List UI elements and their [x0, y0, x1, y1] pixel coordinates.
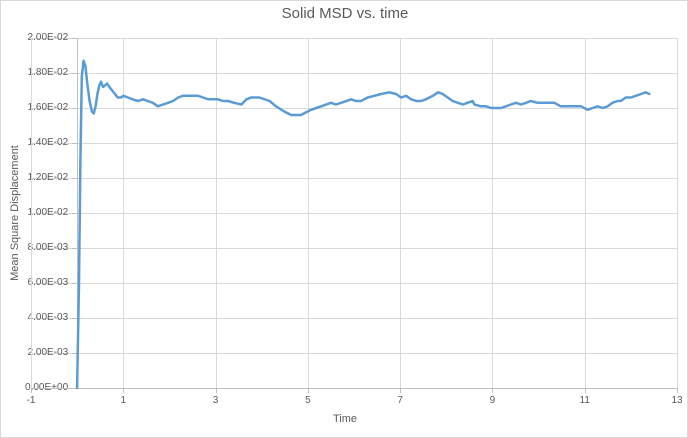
- x-gridline: [400, 38, 402, 388]
- y-gridline: [31, 248, 677, 249]
- y-gridline: [31, 38, 677, 39]
- y-tick-label: 2.00E-03: [27, 347, 69, 358]
- y-gridline: [31, 353, 677, 354]
- x-axis-tick: [492, 388, 494, 393]
- x-tick-label: 7: [397, 395, 403, 406]
- x-tick-label: 5: [305, 395, 311, 406]
- y-gridline: [31, 143, 677, 144]
- x-tick-label: -1: [26, 395, 36, 406]
- x-axis-tick: [31, 388, 32, 393]
- y-tick-label: 1.40E-02: [27, 137, 69, 148]
- x-tick-label: 13: [671, 395, 683, 406]
- x-gridline: [307, 38, 309, 388]
- x-gridline: [677, 38, 678, 388]
- y-tick-label: 0.00E+00: [8, 383, 68, 393]
- y-gridline: [31, 108, 677, 109]
- y-tick-label: 1.80E-02: [27, 67, 69, 78]
- y-axis-line: [77, 38, 79, 388]
- x-axis-tick: [123, 388, 125, 393]
- y-tick-label: 4.00E-03: [27, 312, 69, 323]
- y-tick-label: 1.00E-02: [27, 207, 69, 218]
- y-tick-label: 1.60E-02: [27, 102, 69, 113]
- y-axis-tick: [72, 178, 78, 179]
- chart-title: Solid MSD vs. time: [281, 5, 409, 22]
- x-gridline: [584, 38, 586, 388]
- x-gridline: [215, 38, 217, 388]
- x-axis-title: Time: [332, 413, 358, 425]
- y-tick-label: 1.20E-02: [27, 172, 69, 183]
- y-axis-tick: [72, 353, 78, 354]
- y-axis-tick: [72, 108, 78, 109]
- x-tick-label: 1: [120, 395, 127, 406]
- y-gridline: [31, 318, 677, 319]
- y-axis-tick: [72, 73, 78, 74]
- y-axis-tick: [72, 213, 78, 214]
- y-tick-label: 8.00E-03: [27, 242, 69, 253]
- msd-series-line: [75, 59, 651, 390]
- x-gridline: [31, 38, 32, 388]
- y-axis-tick: [72, 248, 78, 249]
- x-axis-tick: [400, 388, 402, 393]
- y-axis-tick: [72, 38, 78, 39]
- y-axis-title: Mean Square Displacement: [9, 145, 21, 281]
- x-gridline: [492, 38, 494, 388]
- y-axis-tick: [72, 283, 78, 284]
- y-axis-tick: [72, 318, 78, 319]
- y-gridline: [31, 178, 677, 179]
- y-gridline: [31, 283, 677, 284]
- x-tick-label: 3: [212, 395, 219, 406]
- x-tick-label: 11: [579, 395, 590, 406]
- y-axis-tick: [72, 143, 78, 144]
- y-tick-label: 2.00E-02: [27, 32, 69, 43]
- x-tick-label: 9: [489, 395, 496, 406]
- x-axis-line: [31, 388, 677, 389]
- x-gridline: [123, 38, 125, 388]
- x-axis-tick: [584, 388, 586, 393]
- y-gridline: [31, 213, 677, 214]
- x-axis-tick: [677, 388, 678, 393]
- x-axis-tick: [215, 388, 217, 393]
- y-tick-label: 6.00E-03: [27, 277, 69, 288]
- y-gridline: [31, 73, 677, 74]
- x-axis-tick: [307, 388, 309, 393]
